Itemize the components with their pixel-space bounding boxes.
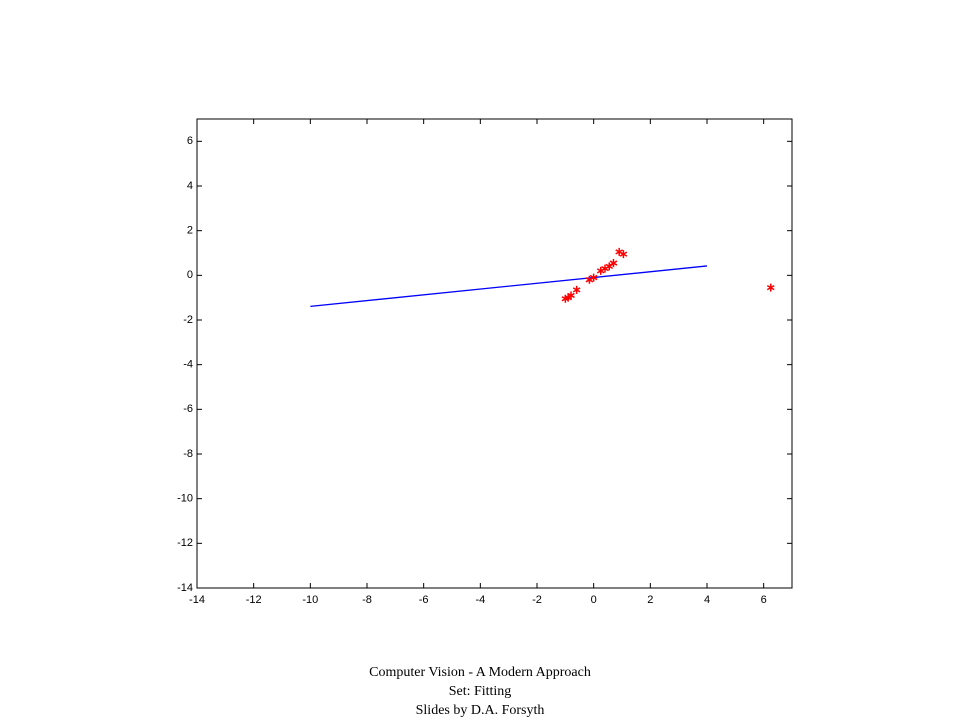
y-tick-label: -12: [177, 537, 193, 549]
x-tick-label: -14: [189, 594, 205, 606]
x-tick-label: 2: [647, 594, 653, 606]
footer-line: Slides by D.A. Forsyth: [416, 703, 545, 718]
y-tick-label: 6: [187, 135, 193, 147]
data-point: [589, 273, 598, 282]
x-tick-label: -10: [302, 594, 318, 606]
y-tick-label: -4: [183, 359, 193, 371]
y-tick-label: 0: [187, 269, 193, 281]
fit-line: [310, 265, 708, 308]
data-point: [605, 262, 614, 271]
x-tick-label: -8: [362, 594, 372, 606]
x-tick-label: 4: [704, 594, 710, 606]
y-tick-label: 2: [187, 225, 193, 237]
y-tick-label: -2: [183, 314, 193, 326]
y-tick-label: -6: [183, 403, 193, 415]
data-point: [609, 259, 618, 268]
data-point: [766, 283, 775, 292]
data-point: [572, 285, 581, 294]
x-tick-label: -4: [475, 594, 485, 606]
plot-box: [196, 118, 793, 589]
x-tick-label: -6: [419, 594, 429, 606]
y-tick-label: 4: [187, 180, 193, 192]
data-point: [619, 250, 628, 259]
x-tick-label: 6: [761, 594, 767, 606]
data-point: [567, 291, 575, 300]
footer-line: Computer Vision - A Modern Approach: [369, 665, 591, 680]
x-tick-label: -12: [246, 594, 262, 606]
x-tick-label: -2: [532, 594, 542, 606]
footer: Computer Vision - A Modern Approach Set: …: [369, 665, 591, 718]
y-tick-label: -14: [177, 582, 193, 594]
y-tick-label: -10: [177, 493, 193, 505]
x-tick-label: 0: [591, 594, 597, 606]
y-tick-label: -8: [183, 448, 193, 460]
footer-line: Set: Fitting: [449, 684, 512, 699]
